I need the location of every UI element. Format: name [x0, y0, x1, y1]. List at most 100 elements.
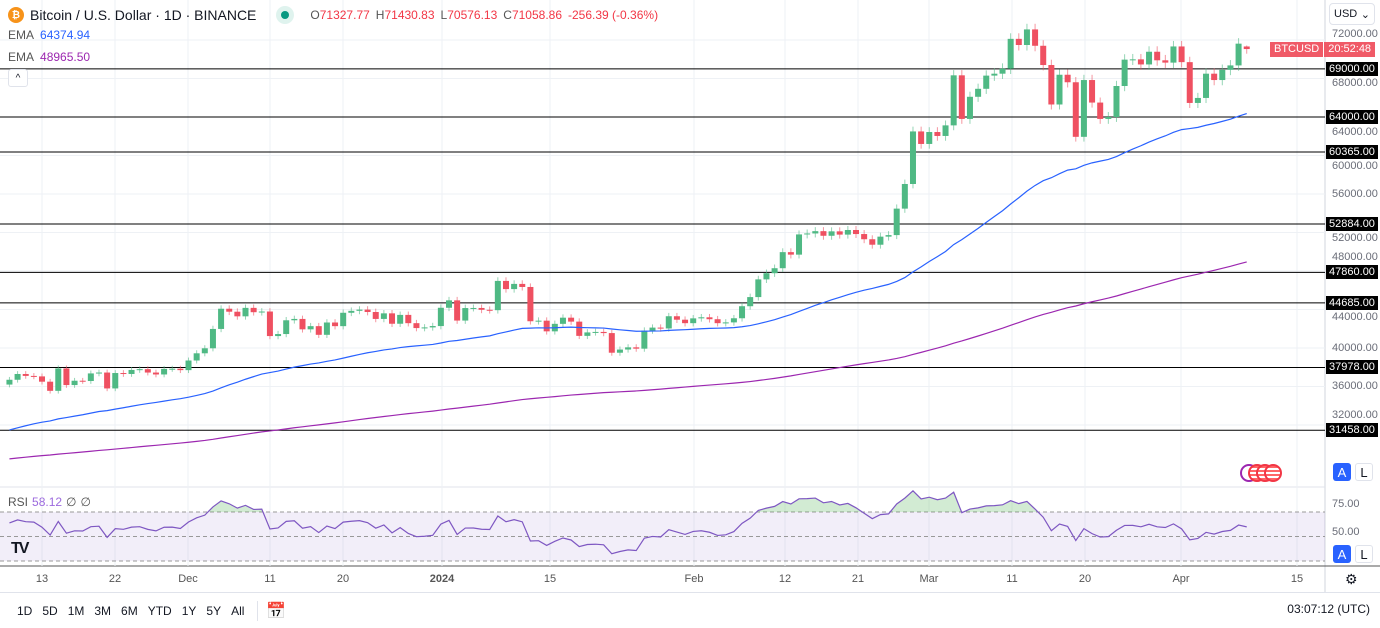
- time-axis-label: 11: [1006, 573, 1018, 585]
- range-button-5y[interactable]: 5Y: [206, 603, 222, 618]
- candle: [323, 322, 330, 335]
- candle: [128, 369, 135, 374]
- candle: [1032, 29, 1039, 46]
- candle: [71, 380, 78, 386]
- change-value: -256.39 (-0.36%): [568, 8, 659, 22]
- level-price-label: 52884.00: [1326, 216, 1378, 231]
- candle: [747, 297, 754, 307]
- range-button-1d[interactable]: 1D: [17, 603, 33, 618]
- candle: [763, 273, 770, 280]
- collapse-legend-button[interactable]: ^: [8, 69, 28, 87]
- ema-legend-1[interactable]: EMA 64374.94: [8, 28, 91, 42]
- time-axis-label: Mar: [919, 573, 939, 585]
- log-scale-button[interactable]: L: [1355, 463, 1373, 481]
- candle: [1186, 62, 1193, 103]
- candle: [87, 373, 94, 382]
- rsi-line: [9, 489, 1247, 555]
- time-axis-label: 15: [543, 573, 557, 585]
- time-axis-label: Dec: [178, 573, 198, 585]
- candle: [527, 286, 534, 322]
- auto-scale-button[interactable]: A: [1333, 463, 1351, 481]
- candle: [226, 308, 233, 312]
- candle: [462, 308, 469, 321]
- time-axis-label: 2024: [429, 573, 455, 585]
- candle: [543, 320, 550, 332]
- date-range-calendar-icon[interactable]: 📅: [266, 602, 287, 620]
- candle: [633, 347, 640, 349]
- candle: [1243, 46, 1250, 50]
- candle: [958, 75, 965, 119]
- candle: [234, 311, 241, 317]
- candle: [315, 326, 322, 335]
- candle: [169, 368, 176, 370]
- candle: [364, 309, 371, 313]
- price-tick: 36000.00: [1332, 380, 1378, 392]
- candle: [616, 349, 623, 353]
- rsi-log-scale-button[interactable]: L: [1355, 545, 1373, 563]
- range-button-6m[interactable]: 6M: [121, 603, 138, 618]
- economic-events-icon[interactable]: [1240, 464, 1282, 482]
- price-tick: 52000.00: [1332, 232, 1378, 244]
- time-axis-label: 15: [1290, 573, 1304, 585]
- candle: [844, 229, 851, 235]
- symbol-title[interactable]: Bitcoin / U.S. Dollar · 1D · BINANCE: [30, 7, 257, 23]
- candle: [926, 132, 933, 144]
- candle: [104, 372, 111, 389]
- candle: [405, 314, 412, 324]
- rsi-tick: 75.00: [1332, 498, 1360, 510]
- candle: [136, 369, 143, 371]
- candle: [730, 318, 737, 323]
- time-axis-label: 13: [35, 573, 49, 585]
- candle: [242, 307, 249, 317]
- candle: [861, 234, 868, 240]
- chevron-down-icon: ⌄: [1360, 9, 1370, 21]
- time-axis-label: 21: [851, 573, 865, 585]
- candle: [177, 368, 184, 371]
- candle: [975, 88, 982, 97]
- candle: [1015, 38, 1022, 46]
- ema-legend-2[interactable]: EMA 48965.50: [8, 50, 91, 64]
- range-button-1m[interactable]: 1M: [67, 603, 85, 618]
- level-price-label: 31458.00: [1326, 423, 1378, 438]
- rsi-overbought-fill: [9, 490, 1247, 512]
- price-tick: 60000.00: [1332, 160, 1378, 172]
- candle: [389, 313, 396, 324]
- price-tick: 40000.00: [1332, 341, 1378, 354]
- candle: [901, 183, 908, 209]
- candle: [421, 327, 428, 329]
- candle: [820, 231, 827, 236]
- candle: [1203, 73, 1210, 98]
- candle: [356, 309, 363, 311]
- rsi-auto-scale-button[interactable]: A: [1333, 545, 1351, 563]
- market-status-icon[interactable]: [276, 6, 295, 24]
- time-axis-label: Feb: [684, 573, 704, 585]
- candle: [1080, 80, 1087, 137]
- candle: [1048, 65, 1055, 105]
- candle: [79, 380, 86, 382]
- time-axis-label: 11: [264, 573, 276, 585]
- range-button-5d[interactable]: 5D: [42, 603, 58, 618]
- range-button-ytd[interactable]: YTD: [147, 603, 172, 618]
- candle: [144, 369, 151, 373]
- tradingview-logo[interactable]: TV: [11, 540, 30, 557]
- level-price-label: 64000.00: [1326, 110, 1378, 124]
- candle: [812, 231, 819, 234]
- range-button-1y[interactable]: 1Y: [181, 603, 197, 618]
- price-tick: 48000.00: [1332, 250, 1378, 263]
- currency-select[interactable]: USD ⌄: [1329, 3, 1375, 25]
- range-button-all[interactable]: All: [231, 603, 245, 618]
- candle: [796, 234, 803, 255]
- candle: [983, 75, 990, 89]
- candle: [152, 372, 159, 375]
- rsi-legend[interactable]: RSI 58.12 ∅ ∅: [8, 495, 91, 509]
- range-button-3m[interactable]: 3M: [94, 603, 112, 618]
- candle: [494, 280, 501, 311]
- ema-line-slow: [9, 261, 1247, 460]
- candle: [559, 317, 566, 324]
- candle: [1097, 102, 1104, 119]
- candle: [1113, 86, 1120, 117]
- utc-clock[interactable]: 03:07:12 (UTC): [1287, 602, 1370, 616]
- settings-gear-icon[interactable]: ⚙: [1345, 571, 1358, 587]
- candle: [885, 235, 892, 237]
